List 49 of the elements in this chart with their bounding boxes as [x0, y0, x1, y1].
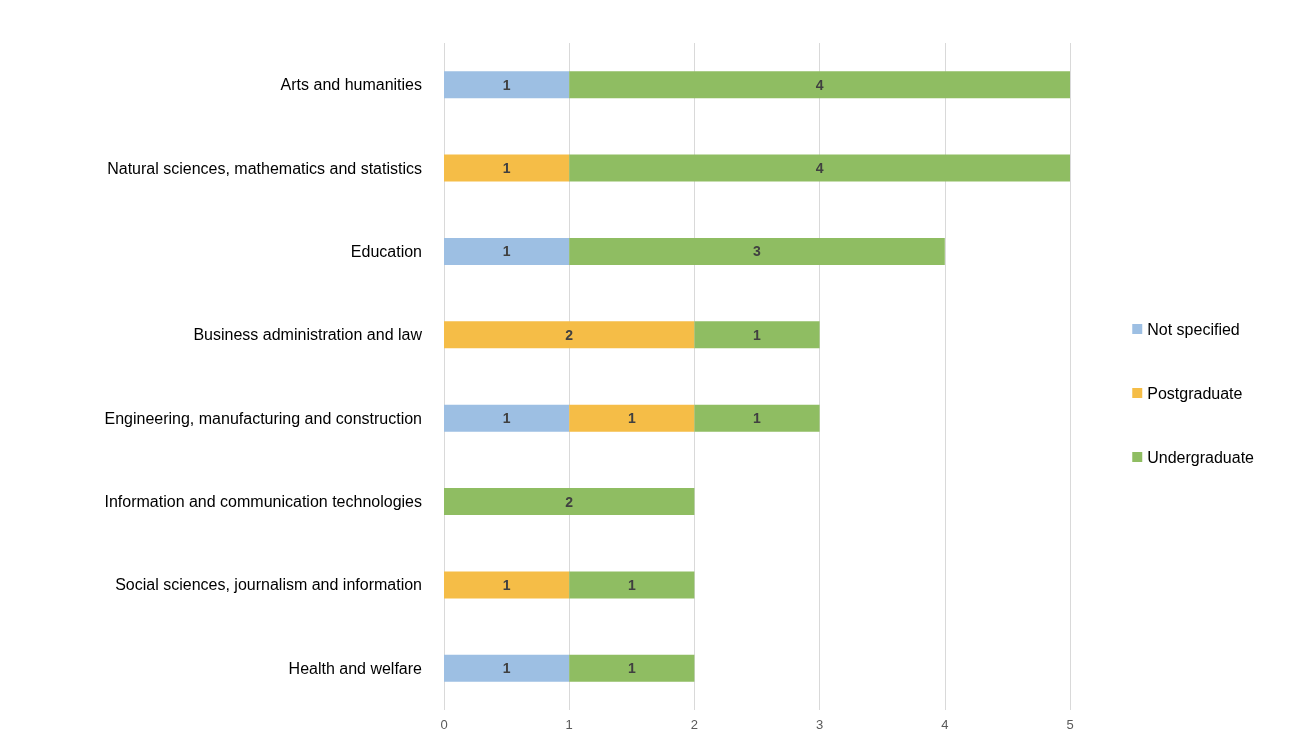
bar	[569, 404, 695, 432]
y-tick-label: Business administration and law	[193, 326, 423, 344]
legend-label: Not specified	[1147, 320, 1240, 338]
bar	[444, 488, 695, 516]
bar	[444, 404, 570, 432]
bar	[569, 571, 695, 599]
y-tick-label: Health and welfare	[288, 659, 423, 677]
y-tick-label: Education	[350, 242, 422, 260]
y-tick-label: Information and communication technologies	[104, 493, 422, 511]
bar	[444, 321, 695, 349]
data-label: 1	[753, 326, 762, 343]
bar	[569, 71, 1070, 99]
y-tick-label: Arts and humanities	[280, 76, 422, 94]
data-label: 1	[502, 76, 511, 93]
y-tick-label: Engineering, manufacturing and construction	[104, 409, 422, 427]
bar	[444, 154, 570, 182]
x-tick-label: 0	[440, 717, 448, 732]
legend-label: Postgraduate	[1147, 384, 1243, 402]
legend-label: Undergraduate	[1147, 448, 1255, 466]
data-label: 1	[502, 410, 511, 427]
data-label: 4	[815, 160, 824, 177]
x-tick-label: 2	[690, 717, 699, 732]
bar	[694, 404, 820, 432]
bar	[444, 71, 570, 99]
data-label: 2	[565, 493, 574, 510]
bar	[444, 571, 570, 599]
x-tick-label: 3	[815, 717, 824, 732]
data-label: 1	[753, 410, 762, 427]
bar	[444, 654, 570, 682]
bar	[569, 654, 695, 682]
bar	[444, 237, 570, 265]
bar	[569, 154, 1070, 182]
data-label: 1	[502, 576, 511, 593]
data-label: 1	[502, 160, 511, 177]
x-tick-label: 4	[941, 717, 949, 732]
data-label: 2	[565, 326, 574, 343]
data-label: 1	[627, 410, 636, 427]
x-tick-label: 5	[1066, 717, 1074, 732]
bar	[694, 321, 820, 349]
x-tick-label: 1	[565, 717, 573, 732]
data-label: 4	[815, 76, 824, 93]
data-label: 3	[753, 243, 762, 260]
data-label: 1	[502, 243, 511, 260]
data-label: 1	[502, 660, 511, 677]
data-label: 1	[627, 660, 636, 677]
data-label: 1	[627, 576, 636, 593]
y-tick-label: Natural sciences, mathematics and statistics	[107, 159, 422, 177]
y-tick-label: Social sciences, journalism and information	[115, 576, 422, 594]
bar	[569, 237, 945, 265]
